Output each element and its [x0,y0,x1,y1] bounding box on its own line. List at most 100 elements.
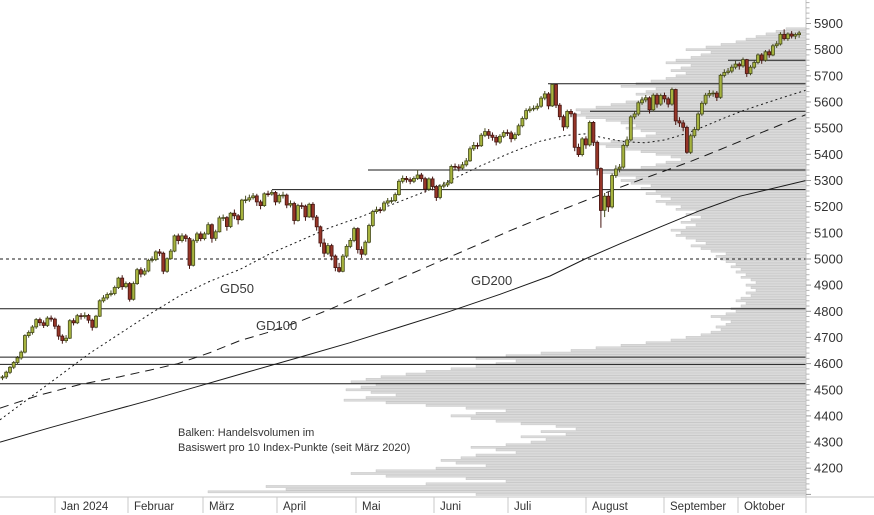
candle-bear [546,93,551,107]
candle-bear [337,267,342,272]
candle-bear [79,315,83,317]
candle-bear [187,238,192,266]
volume-profile-bar [665,77,807,80]
candle-bear [606,195,611,208]
candle-bear [419,174,424,180]
y-axis-label: 5100 [814,225,843,240]
volume-profile-bar [515,451,807,454]
volume-profile-bar [675,74,807,78]
candle-bull [251,195,256,199]
volume-profile-bar [695,223,807,227]
x-axis-label: April [283,501,306,513]
volume-profile-bar [635,176,807,180]
candle-bear [333,255,338,269]
volume-profile-bar [665,160,807,164]
volume-profile-bar [565,432,807,436]
candle-bull [471,144,476,150]
volume-profile-bar [645,90,807,93]
candle-bear [120,277,125,288]
candle-bear [284,194,289,206]
candle-bull [752,62,757,68]
candle-bull [165,258,170,272]
volume-profile-bar [385,474,807,478]
volume-profile-bar [730,320,807,324]
candle-bear [475,144,480,147]
x-axis-label: Juni [440,501,461,513]
candle-bear [355,228,360,250]
candle-bull [239,199,244,221]
candle-bear [198,233,203,239]
candle-bull [513,134,517,139]
candle-bull [116,277,121,288]
candle-bear [744,59,749,74]
volume-profile-bar [465,406,807,410]
volume-profile-bar [425,482,807,486]
candle-bull [733,63,738,68]
candle-bull [621,144,626,168]
candle-bull [479,134,484,147]
candle-bull [651,94,656,111]
candle-bull [411,177,416,182]
volume-profile-bar [685,226,807,229]
volume-profile-bar [455,461,807,465]
candle-bear [714,92,719,98]
candle-bear [53,318,57,327]
volume-profile-bar [745,273,807,277]
volume-profile-bar [775,30,807,33]
candle-bull [400,177,405,182]
volume-profile-bar [755,281,807,284]
candle-bull [370,211,375,226]
volume-profile-bar [470,446,807,449]
x-axis-label: Mai [362,501,381,513]
candle-bear [378,209,383,212]
gd50-line-label: GD50 [220,281,254,296]
candle-bull [497,135,502,143]
candle-bear [430,178,435,187]
volume-profile-bar [530,440,807,444]
candle-bear [572,113,577,148]
volume-profile-bar [695,210,807,214]
candle-bull [632,113,637,118]
volume-profile-bar [700,333,807,337]
candle-bull [262,193,267,207]
candle-bull [786,33,790,40]
candle-bull [34,319,39,328]
volume-profile-bar [710,249,807,253]
volume-profile-bar [685,236,807,240]
candle-bull [726,70,730,73]
volume-profile-bar [375,469,807,473]
candle-bull [325,245,330,254]
candle-bull [247,197,252,201]
candle-bear [505,132,510,134]
candle-bull [468,148,472,162]
volume-profile-bar [620,121,807,125]
candle-bull [221,217,226,219]
candle-bull [281,194,285,197]
gd200-line-label: GD200 [471,273,513,288]
volume-profile-bar [705,241,807,245]
candle-bear [359,249,364,255]
candle-bear [292,203,297,221]
volume-profile-bar [360,385,807,389]
y-axis-label: 5300 [814,173,843,188]
candle-bull [449,165,454,184]
candle-bear [322,242,327,254]
candle-bear [662,95,667,100]
candle-bear [254,195,259,203]
y-axis-label: 5400 [814,147,843,162]
gd50-line [0,89,807,421]
volume-profile-bar [350,380,807,384]
volume-profile-bar [700,215,807,219]
candle-bull [124,283,128,288]
candle-bull [26,332,31,336]
candle-bear [232,212,237,217]
candle-bear [183,235,188,239]
x-axis-label: August [592,501,629,513]
volume-profile-bar [715,254,807,258]
candle-bear [666,98,671,105]
y-axis-label: 4600 [814,356,843,371]
y-axis-label: 5600 [814,95,843,110]
candle-bear [41,322,46,326]
volume-profile-bar [630,181,807,185]
